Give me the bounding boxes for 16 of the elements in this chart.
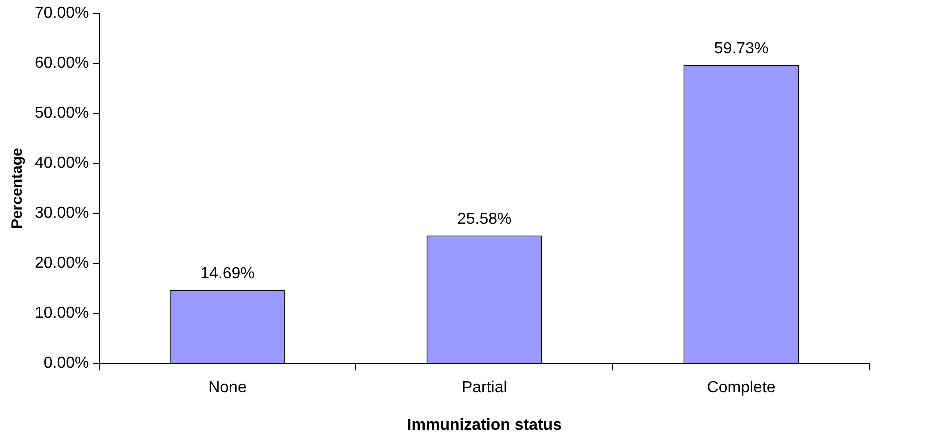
y-tick-label: 0.00% (44, 355, 90, 372)
y-tick-label: 70.00% (35, 5, 90, 22)
data-label: 59.73% (714, 40, 769, 58)
y-tick-label: 60.00% (35, 55, 90, 72)
y-axis-title: Percentage (9, 148, 26, 230)
y-tick-label: 40.00% (35, 155, 90, 172)
x-tick-label: None (208, 380, 247, 397)
data-label: 14.69% (200, 266, 255, 283)
x-tick-label: Complete (707, 380, 776, 397)
y-tick-label: 30.00% (35, 205, 90, 222)
y-tick-label: 10.00% (35, 305, 90, 322)
y-tick-label: 50.00% (35, 105, 90, 122)
data-label: 25.58% (458, 211, 512, 228)
x-tick-label: Partial (462, 380, 508, 397)
x-axis-title: Immunization status (407, 416, 562, 434)
y-tick-label: 20.00% (35, 255, 90, 272)
